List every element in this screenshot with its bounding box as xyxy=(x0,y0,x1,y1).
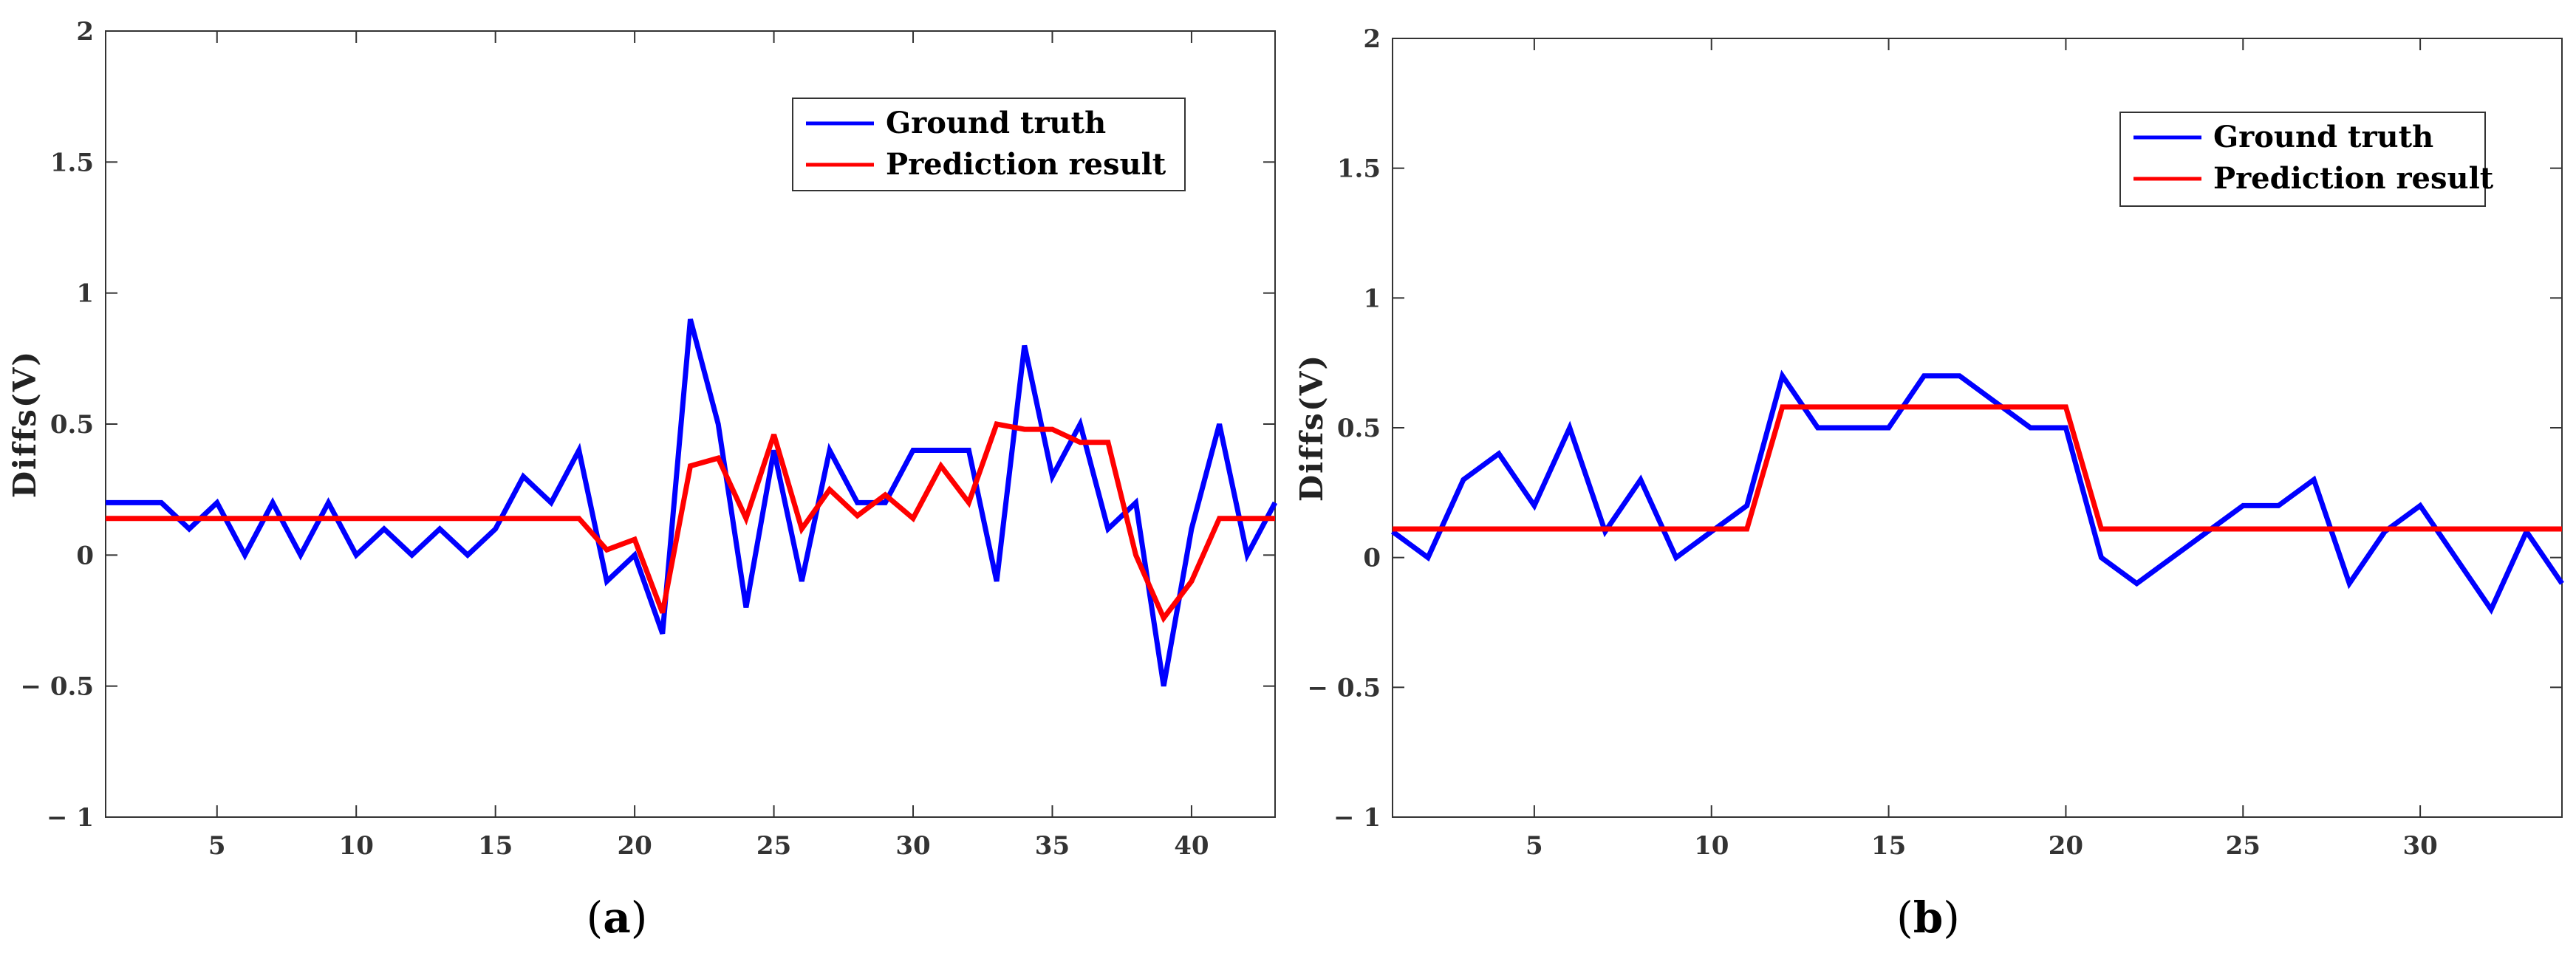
y-tick-label: 0.5 xyxy=(1337,414,1381,443)
y-tick-label: − 1 xyxy=(1333,803,1381,833)
x-tick-label: 25 xyxy=(756,831,791,861)
chart-panel-b: − 1− 0.500.511.525 10 15 20 25 30Diffs(V)Grou… xyxy=(1294,24,2564,943)
y-tick-label: 1 xyxy=(1363,284,1381,313)
legend-entry-label: Ground truth xyxy=(2213,120,2433,154)
x-tick-label: 25 xyxy=(2226,831,2261,861)
y-tick-label: 1.5 xyxy=(1337,154,1381,184)
y-tick-label: 0 xyxy=(76,541,94,570)
y-tick-label: 2 xyxy=(76,17,94,47)
caption-paren-open: ( xyxy=(587,892,604,943)
legend-entry-label: Prediction result xyxy=(886,147,1166,182)
chart-panel-a: − 1− 0.500.511.525 10 15 20 25 30 35 40Diffs(V)… xyxy=(7,17,1278,943)
y-axis-label: Diffs(V) xyxy=(7,350,43,499)
panel-caption: (a) xyxy=(587,892,648,943)
x-tick-label: 40 xyxy=(1174,831,1209,861)
x-tick-label: 20 xyxy=(2049,831,2083,861)
x-tick-label: 35 xyxy=(1035,831,1070,861)
legend-entry-label: Prediction result xyxy=(2213,161,2494,196)
caption-paren-open: ( xyxy=(1896,892,1913,943)
y-tick-label: 1.5 xyxy=(50,148,94,177)
x-tick-label: 20 xyxy=(617,831,652,861)
x-tick-label: 30 xyxy=(2402,831,2437,861)
y-tick-label: − 1 xyxy=(47,803,94,833)
y-tick-label: 0.5 xyxy=(50,410,94,440)
series-line-prediction-result xyxy=(106,421,1275,624)
x-tick-label: 30 xyxy=(895,831,930,861)
x-tick-label: 5 xyxy=(1526,831,1543,861)
y-tick-label: − 0.5 xyxy=(21,672,94,702)
y-tick-label: − 0.5 xyxy=(1308,673,1381,703)
x-tick-label: 5 xyxy=(208,831,226,861)
y-tick-label: 2 xyxy=(1363,24,1381,54)
legend-box xyxy=(792,98,1186,191)
x-tick-label: 15 xyxy=(478,831,513,861)
caption-letter: b xyxy=(1913,892,1944,943)
caption-paren-close: ) xyxy=(1943,892,1960,943)
caption-paren-close: ) xyxy=(631,892,648,943)
x-tick-label: 10 xyxy=(339,831,374,861)
y-tick-label: 0 xyxy=(1363,544,1381,573)
series-line-ground-truth xyxy=(106,318,1278,687)
series-line-prediction-result xyxy=(1393,404,2562,532)
series-line-ground-truth xyxy=(1390,369,2564,615)
legend-entry-label: Ground truth xyxy=(886,106,1106,140)
x-tick-label: 15 xyxy=(1871,831,1906,861)
legend: Ground truth Prediction result xyxy=(792,98,1186,191)
x-tick-label: 10 xyxy=(1694,831,1729,861)
panel-caption: (b) xyxy=(1896,892,1960,943)
legend-box xyxy=(2119,112,2486,207)
caption-letter: a xyxy=(603,892,631,943)
y-axis-label: Diffs(V) xyxy=(1294,354,1330,502)
legend: Ground truth Prediction result xyxy=(2119,112,2494,207)
y-tick-label: 1 xyxy=(76,279,94,309)
